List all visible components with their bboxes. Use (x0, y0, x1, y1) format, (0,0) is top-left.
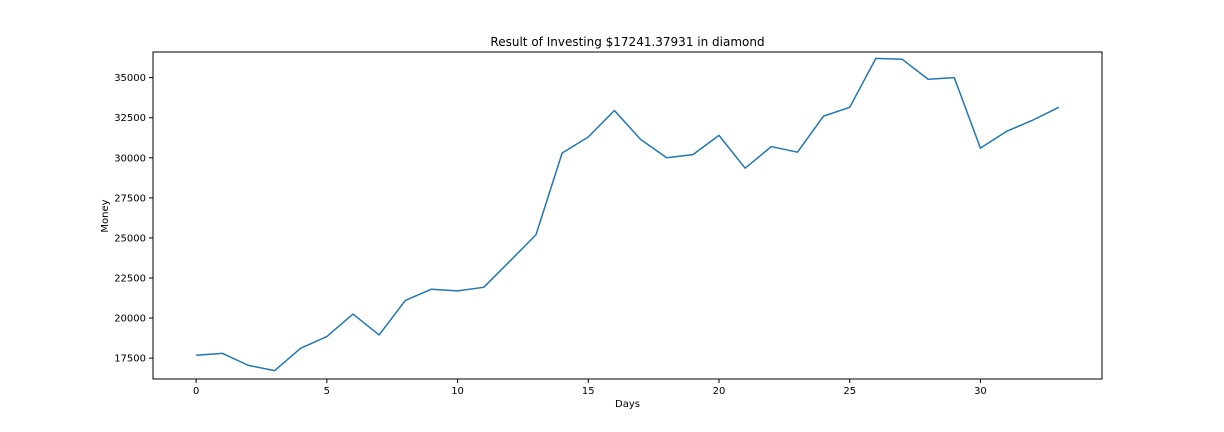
x-tick-label-2: 10 (451, 386, 464, 397)
x-axis-label: Days (615, 399, 640, 410)
y-tick-label-1: 20000 (114, 314, 146, 325)
x-tick-label-3: 15 (582, 386, 595, 397)
x-tick-label-6: 30 (974, 386, 987, 397)
chart-title: Result of Investing $17241.37931 in diam… (490, 35, 764, 49)
y-tick-label-0: 17500 (114, 354, 146, 365)
x-tick-label-4: 20 (713, 386, 726, 397)
x-axis: 0 5 10 15 20 25 30 (193, 379, 987, 397)
x-tick-label-0: 0 (193, 386, 199, 397)
y-tick-label-7: 35000 (114, 73, 146, 84)
plot-frame (152, 51, 1103, 380)
y-tick-label-5: 30000 (114, 153, 146, 164)
x-tick-label-1: 5 (324, 386, 330, 397)
series-layer (196, 57, 1060, 372)
y-axis-label: Money (100, 199, 111, 232)
x-tick-label-5: 25 (843, 386, 856, 397)
series-line-0 (196, 57, 1060, 372)
y-tick-label-4: 27500 (114, 193, 146, 204)
y-tick-label-6: 32500 (114, 113, 146, 124)
y-axis: 17500 20000 22500 25000 27500 30000 32500 35000 (114, 73, 153, 365)
y-tick-label-3: 25000 (114, 233, 146, 244)
y-tick-label-2: 22500 (114, 274, 146, 285)
